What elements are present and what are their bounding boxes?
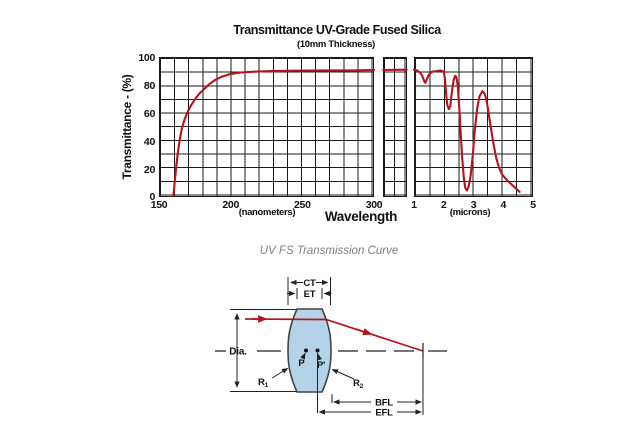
p-prime-pointer-arrow — [316, 353, 322, 361]
r2-subscript: 2 — [360, 383, 364, 390]
ct-extension-lines — [287, 277, 331, 305]
et-label: ET — [304, 289, 316, 300]
y-tick-20: 20 — [143, 163, 155, 176]
x-tick-150nm: 150 — [150, 199, 168, 211]
p-pointer-arrow — [300, 352, 306, 360]
grid-panel-microns — [414, 57, 533, 197]
x-tick-3um: 3 — [470, 199, 477, 211]
ct-label: CT — [303, 278, 316, 289]
r1-subscript: 1 — [265, 382, 269, 389]
grid-panel-nanometers — [159, 57, 374, 197]
lens-diagram: Dia. CT ET P P' R — [215, 277, 447, 419]
chart-subtitle: (10mm Thickness) — [296, 39, 376, 50]
x-tick-300nm: 300 — [365, 199, 383, 211]
bfl-label: BFL — [375, 398, 393, 409]
ray-arrow-out — [355, 328, 373, 336]
x-tick-200nm: 200 — [222, 199, 239, 211]
et-tick-lines — [296, 288, 323, 299]
diameter-label: Dia. — [229, 347, 247, 358]
grid-panel-axis-break — [383, 57, 407, 197]
y-tick-80: 80 — [143, 79, 155, 92]
r2-base: R — [353, 378, 360, 389]
diameter-extension-lines — [230, 309, 297, 392]
lens-body — [287, 308, 332, 393]
principal-point-p — [304, 348, 308, 353]
chart-title: Transmittance UV-Grade Fused Silica — [233, 23, 441, 37]
r1-arrow — [271, 367, 289, 379]
y-axis-label: Transmittance - (%) — [120, 74, 134, 180]
x-axis-unit-nanometers: (nanometers) — [238, 207, 296, 218]
x-tick-250nm: 250 — [293, 199, 311, 211]
r2-label: R2 — [353, 378, 364, 390]
x-tick-5um: 5 — [530, 199, 536, 211]
x-tick-2um: 2 — [440, 199, 447, 211]
figure-caption: UV FS Transmission Curve — [259, 245, 399, 257]
p-label: P — [298, 358, 305, 369]
y-tick-40: 40 — [143, 135, 155, 148]
light-ray — [244, 318, 424, 352]
r1-base: R — [258, 377, 265, 388]
x-axis-unit-microns: (microns) — [449, 207, 491, 218]
x-tick-1um: 1 — [411, 199, 417, 211]
x-tick-4um: 4 — [500, 199, 507, 211]
x-axis-label: Wavelength — [324, 209, 398, 224]
y-tick-100: 100 — [138, 51, 155, 64]
y-tick-0: 0 — [149, 190, 155, 203]
principal-point-p-prime — [315, 348, 320, 353]
efl-label: EFL — [375, 408, 393, 419]
p-prime-label: P' — [317, 360, 325, 371]
r1-label: R1 — [258, 377, 269, 389]
r2-arrow — [331, 369, 355, 380]
y-tick-60: 60 — [143, 107, 155, 120]
